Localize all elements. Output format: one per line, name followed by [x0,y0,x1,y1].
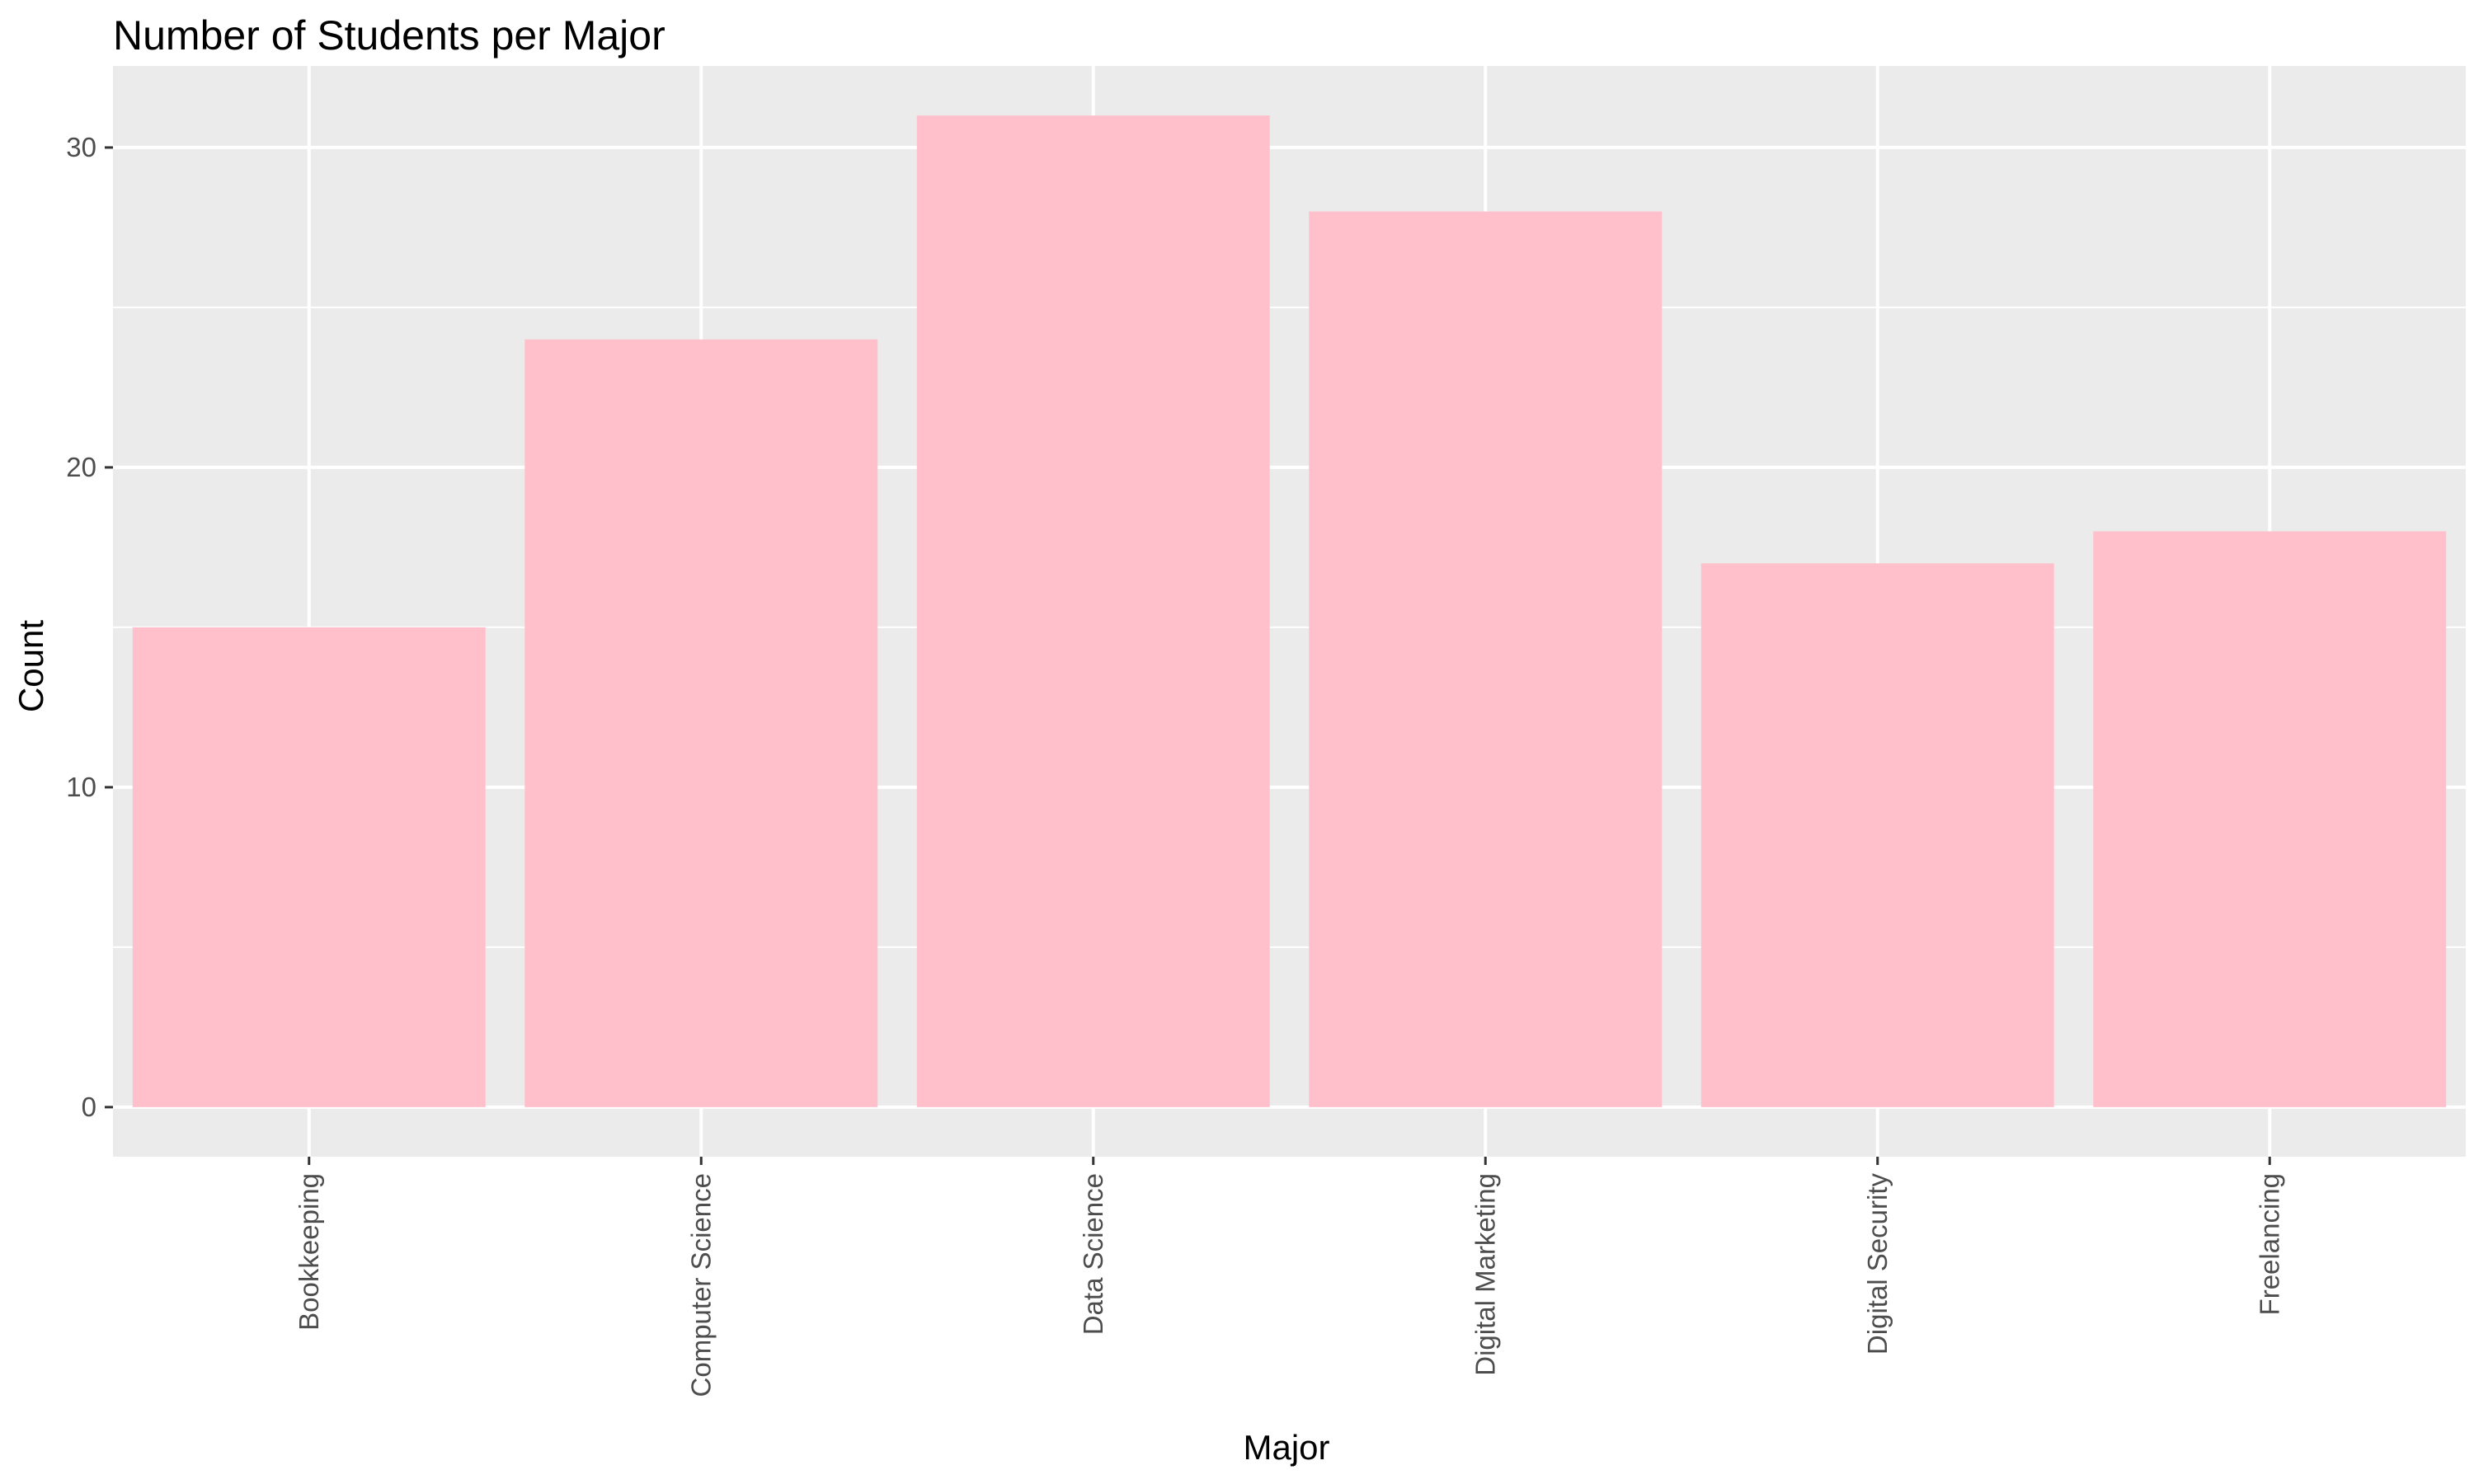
x-tick-label: Freelancing [2254,1173,2284,1315]
bar-freelancing [2093,531,2447,1107]
y-tick-label: 10 [66,772,96,802]
x-tick-label: Computer Science [685,1173,716,1397]
bar-computer-science [524,339,878,1107]
x-tick-label: Digital Security [1862,1173,1893,1355]
minor-gridlines [113,306,2466,948]
x-axis: Bookkeeping Computer Science Data Science D… [294,1157,2284,1397]
bars [132,115,2447,1107]
x-tick-label: Digital Marketing [1470,1173,1500,1376]
x-axis-title: Major [1243,1428,1329,1467]
bar-data-science [916,115,1270,1107]
bar-bookkeeping [132,627,486,1107]
bar-digital-marketing [1309,211,1663,1107]
y-axis: 0 10 20 30 [66,132,113,1122]
bar-digital-security [1700,563,2054,1107]
chart-title: Number of Students per Major [113,12,666,59]
x-tick-label: Bookkeeping [294,1173,324,1331]
y-tick-label: 30 [66,132,96,162]
y-axis-title: Count [12,620,50,712]
plot-panel [113,66,2466,1157]
y-tick-label: 0 [82,1092,96,1122]
x-tick-label: Data Science [1078,1173,1108,1335]
y-tick-label: 20 [66,452,96,482]
